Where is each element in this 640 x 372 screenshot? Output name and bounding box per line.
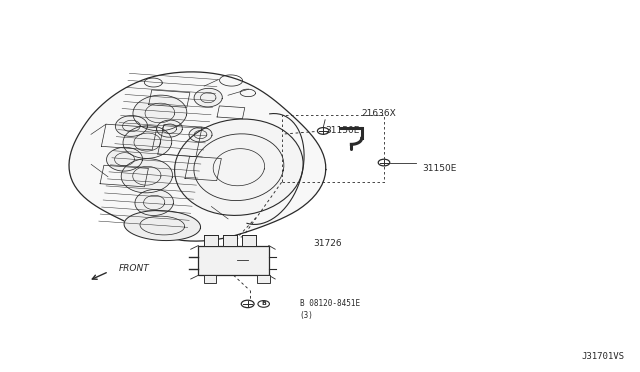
Bar — [242, 235, 256, 246]
Text: 31150E: 31150E — [325, 126, 360, 135]
Polygon shape — [124, 211, 200, 241]
Polygon shape — [135, 189, 173, 215]
Bar — [257, 275, 270, 283]
Polygon shape — [115, 116, 147, 137]
Polygon shape — [133, 95, 187, 131]
Polygon shape — [121, 159, 173, 193]
Text: FRONT: FRONT — [118, 264, 149, 273]
Polygon shape — [123, 126, 172, 158]
Circle shape — [317, 128, 329, 134]
Polygon shape — [175, 119, 303, 215]
Text: B 08120-8451E
(3): B 08120-8451E (3) — [300, 299, 360, 320]
Bar — [223, 235, 237, 246]
Text: 31150E: 31150E — [422, 164, 457, 173]
Polygon shape — [189, 127, 212, 142]
Text: 31726: 31726 — [314, 239, 342, 248]
Polygon shape — [106, 147, 143, 171]
Text: J31701VS: J31701VS — [581, 352, 624, 361]
Bar — [204, 275, 216, 283]
Polygon shape — [69, 72, 326, 241]
Text: 21636X: 21636X — [362, 109, 396, 118]
Polygon shape — [194, 88, 222, 107]
Bar — [198, 246, 269, 275]
Circle shape — [378, 159, 390, 166]
Polygon shape — [157, 120, 182, 137]
Circle shape — [241, 300, 254, 308]
Text: B: B — [261, 301, 266, 307]
Bar — [204, 235, 218, 246]
